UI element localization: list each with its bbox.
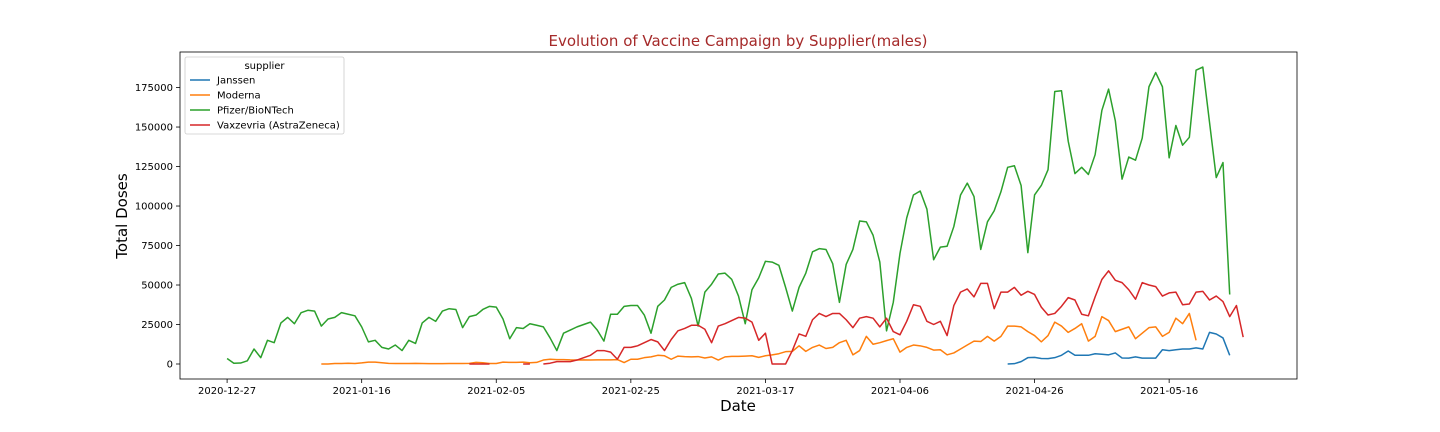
y-tick-label: 50000	[141, 281, 173, 292]
y-tick-label: 0	[167, 359, 173, 370]
legend: supplier Janssen Moderna Pfizer/BioNTech Vax…	[184, 56, 345, 135]
x-tick-label: 2021-02-05	[467, 386, 525, 397]
plot-area	[226, 66, 1244, 365]
x-tick-label: 2021-03-17	[736, 386, 794, 397]
y-tick-label: 100000	[135, 202, 173, 213]
y-axis-title: Total Doses	[113, 173, 131, 260]
y-tick-label: 25000	[141, 320, 173, 331]
x-tick-label: 2021-05-16	[1140, 386, 1198, 397]
y-tick-label: 175000	[135, 83, 173, 94]
x-axis-title: Date	[720, 397, 756, 415]
series-line-moderna	[321, 312, 1197, 365]
y-tick-label: 75000	[141, 241, 173, 252]
chart-title: Evolution of Vaccine Campaign by Supplie…	[548, 32, 927, 50]
y-axis: 0 25000 50000 75000 100000 125000 150000 175000	[135, 83, 180, 370]
series-line-vaxzevria-astrazeneca	[469, 270, 1244, 365]
x-tick-label: 2021-02-25	[602, 386, 660, 397]
y-tick-label: 150000	[135, 123, 173, 134]
series-line-pfizer-biontech	[226, 66, 1231, 364]
legend-box	[184, 56, 345, 135]
legend-title: supplier	[244, 61, 285, 72]
x-axis: 2020-12-27 2021-01-16 2021-02-05 2021-02-25…	[198, 379, 1198, 397]
x-tick-label: 2021-04-06	[871, 386, 929, 397]
x-tick-label: 2020-12-27	[198, 386, 256, 397]
series-line-janssen	[1007, 331, 1231, 365]
legend-label: Janssen	[216, 76, 255, 87]
y-tick-label: 125000	[135, 162, 173, 173]
x-tick-label: 2021-01-16	[333, 386, 391, 397]
legend-label: Pfizer/BioNTech	[217, 106, 294, 117]
legend-label: Moderna	[217, 91, 261, 102]
legend-label: Vaxzevria (AstraZeneca)	[217, 121, 340, 132]
plot-frame	[179, 51, 1298, 380]
x-tick-label: 2021-04-26	[1006, 386, 1064, 397]
